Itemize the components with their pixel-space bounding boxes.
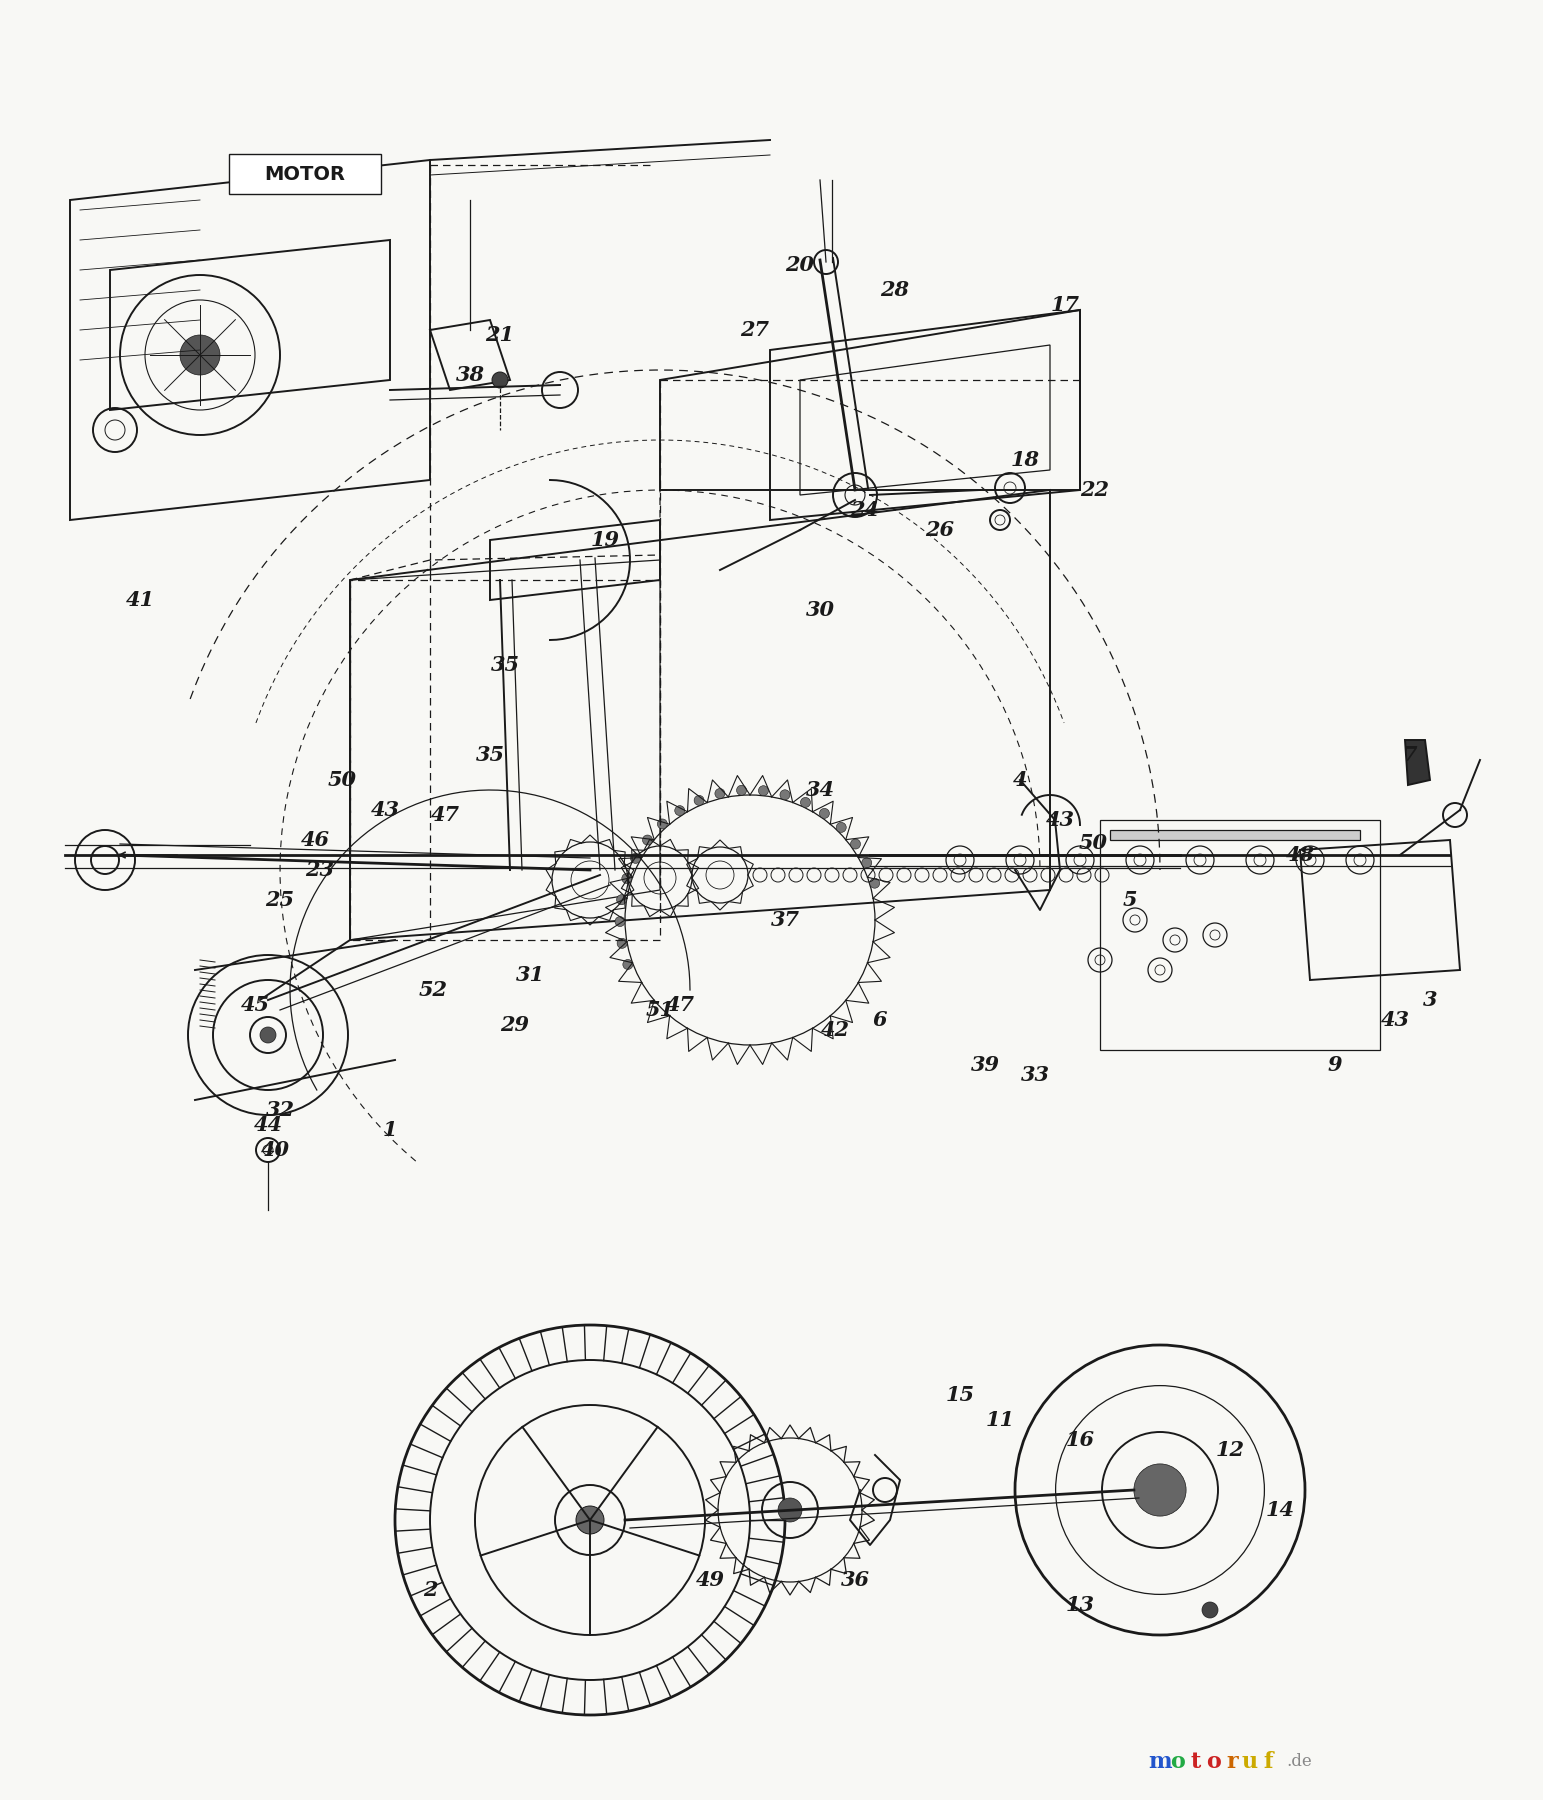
Text: 2: 2 bbox=[423, 1580, 437, 1600]
Circle shape bbox=[616, 916, 625, 927]
Text: 46: 46 bbox=[301, 830, 330, 850]
Text: o: o bbox=[1207, 1751, 1222, 1773]
Text: 49: 49 bbox=[696, 1570, 725, 1589]
Text: f: f bbox=[1264, 1751, 1273, 1773]
Polygon shape bbox=[1406, 740, 1430, 785]
Polygon shape bbox=[1109, 830, 1359, 841]
Circle shape bbox=[492, 373, 508, 389]
Text: 45: 45 bbox=[241, 995, 270, 1015]
Text: 31: 31 bbox=[515, 965, 545, 985]
Text: 26: 26 bbox=[926, 520, 955, 540]
Circle shape bbox=[736, 785, 747, 796]
Text: 51: 51 bbox=[645, 1001, 674, 1021]
Text: 6: 6 bbox=[873, 1010, 887, 1030]
Circle shape bbox=[836, 823, 846, 832]
Text: 14: 14 bbox=[1265, 1499, 1295, 1519]
Circle shape bbox=[622, 873, 631, 884]
Text: 21: 21 bbox=[486, 326, 514, 346]
Text: 17: 17 bbox=[1051, 295, 1080, 315]
Text: 35: 35 bbox=[491, 655, 520, 675]
Text: .de: .de bbox=[1285, 1753, 1312, 1771]
Circle shape bbox=[642, 835, 653, 844]
Circle shape bbox=[1134, 1463, 1187, 1516]
FancyBboxPatch shape bbox=[228, 155, 381, 194]
Text: 43: 43 bbox=[1381, 1010, 1409, 1030]
Text: 3: 3 bbox=[1423, 990, 1437, 1010]
Circle shape bbox=[181, 335, 221, 374]
Text: 34: 34 bbox=[805, 779, 835, 799]
Text: 47: 47 bbox=[665, 995, 694, 1015]
Circle shape bbox=[617, 938, 626, 949]
Circle shape bbox=[694, 796, 704, 805]
Text: 18: 18 bbox=[1011, 450, 1040, 470]
Circle shape bbox=[759, 785, 768, 796]
Text: 22: 22 bbox=[1080, 481, 1109, 500]
Text: MOTOR: MOTOR bbox=[264, 164, 346, 184]
Text: 48: 48 bbox=[1285, 844, 1315, 866]
Circle shape bbox=[261, 1028, 276, 1042]
Circle shape bbox=[576, 1507, 603, 1534]
Circle shape bbox=[617, 895, 626, 905]
Text: 23: 23 bbox=[306, 860, 335, 880]
Circle shape bbox=[778, 1498, 802, 1523]
Text: 13: 13 bbox=[1066, 1595, 1094, 1615]
Text: 41: 41 bbox=[125, 590, 154, 610]
Text: 44: 44 bbox=[253, 1114, 282, 1136]
Text: 38: 38 bbox=[455, 365, 485, 385]
Text: 27: 27 bbox=[741, 320, 770, 340]
Circle shape bbox=[870, 878, 880, 887]
Text: 39: 39 bbox=[971, 1055, 1000, 1075]
Text: 43: 43 bbox=[370, 799, 400, 821]
Text: 36: 36 bbox=[841, 1570, 870, 1589]
Text: o: o bbox=[1171, 1751, 1185, 1773]
Circle shape bbox=[779, 790, 790, 799]
Text: 33: 33 bbox=[1020, 1066, 1049, 1085]
Text: 37: 37 bbox=[770, 911, 799, 931]
Text: 35: 35 bbox=[475, 745, 505, 765]
Text: m: m bbox=[1148, 1751, 1171, 1773]
Text: 1: 1 bbox=[383, 1120, 397, 1139]
Text: 29: 29 bbox=[500, 1015, 529, 1035]
Text: 30: 30 bbox=[805, 599, 835, 619]
Text: 20: 20 bbox=[785, 256, 815, 275]
Text: 40: 40 bbox=[261, 1139, 290, 1159]
Circle shape bbox=[674, 806, 685, 815]
Text: 15: 15 bbox=[946, 1384, 975, 1406]
Circle shape bbox=[1202, 1602, 1217, 1618]
Text: 50: 50 bbox=[327, 770, 356, 790]
Text: 42: 42 bbox=[821, 1021, 850, 1040]
Circle shape bbox=[850, 839, 861, 850]
Text: 24: 24 bbox=[850, 500, 880, 520]
Text: u: u bbox=[1242, 1751, 1258, 1773]
Text: 16: 16 bbox=[1066, 1429, 1094, 1451]
Circle shape bbox=[657, 819, 668, 830]
Circle shape bbox=[623, 959, 633, 970]
Text: 43: 43 bbox=[1046, 810, 1074, 830]
Circle shape bbox=[861, 859, 872, 868]
Text: 19: 19 bbox=[591, 529, 619, 551]
Circle shape bbox=[714, 788, 725, 799]
Text: 5: 5 bbox=[1123, 889, 1137, 911]
Text: 28: 28 bbox=[881, 281, 909, 301]
Text: r: r bbox=[1227, 1751, 1237, 1773]
Text: 25: 25 bbox=[265, 889, 295, 911]
Text: 4: 4 bbox=[1012, 770, 1028, 790]
Text: 7: 7 bbox=[1403, 745, 1418, 765]
Text: 32: 32 bbox=[265, 1100, 295, 1120]
Circle shape bbox=[631, 853, 640, 864]
Text: 52: 52 bbox=[418, 979, 447, 1001]
Text: 11: 11 bbox=[986, 1409, 1014, 1429]
Circle shape bbox=[819, 808, 830, 819]
Text: 47: 47 bbox=[430, 805, 460, 824]
Text: 9: 9 bbox=[1327, 1055, 1342, 1075]
Text: 12: 12 bbox=[1216, 1440, 1245, 1460]
Text: 50: 50 bbox=[1079, 833, 1108, 853]
Text: t: t bbox=[1191, 1751, 1200, 1773]
Circle shape bbox=[801, 797, 810, 808]
